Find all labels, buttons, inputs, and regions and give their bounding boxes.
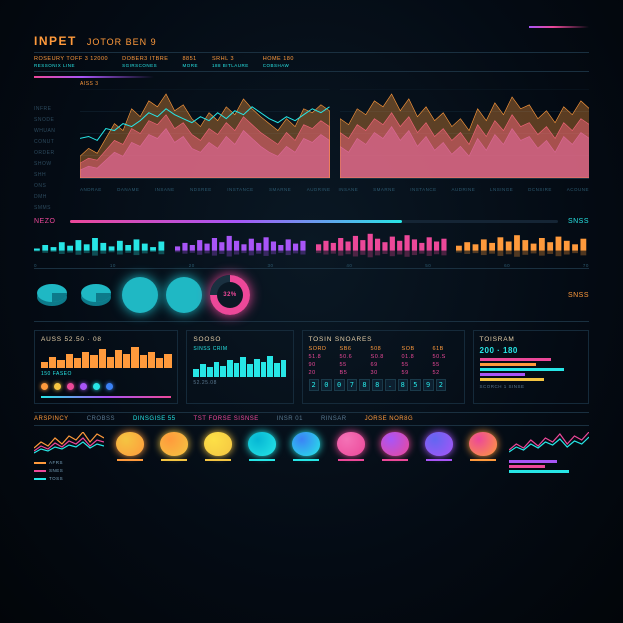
sidebar-label: WHUAN bbox=[34, 127, 72, 135]
pie-3d[interactable] bbox=[78, 281, 114, 309]
logo: INPET bbox=[34, 34, 77, 48]
panel-a-title: AUSS 52.50 · 08 bbox=[41, 336, 171, 343]
panel-b-title: SOOSO bbox=[193, 336, 286, 343]
panel-b-sub: SINSS CRIM bbox=[193, 346, 286, 352]
panel-d-bars bbox=[480, 358, 582, 381]
wave-progress-bar[interactable] bbox=[70, 220, 558, 223]
panel-c-title: TOSIN SNOARES bbox=[309, 336, 458, 343]
status-dot[interactable] bbox=[41, 383, 48, 390]
header-metric: DOBER3 ITBRESGIRSCONES bbox=[122, 56, 168, 68]
sidebar-label: INFRE bbox=[34, 105, 72, 113]
circles-row: 32% SNSS bbox=[34, 268, 589, 322]
panel-d-value: 200 · 180 bbox=[480, 346, 582, 355]
panel-d-footer: SCORCH 1 SINSE bbox=[480, 384, 582, 389]
blob-row bbox=[112, 432, 501, 461]
section3-tab[interactable]: JORSE NOR8G bbox=[365, 416, 414, 422]
waveform-row bbox=[34, 231, 589, 259]
circles-end-label: SNSS bbox=[568, 292, 589, 299]
section3-tab[interactable]: INSR 01 bbox=[277, 416, 303, 422]
panel-toisram: TOISRAM 200 · 180 SCORCH 1 SINSE bbox=[473, 330, 589, 404]
chart-left-x-axis: ANDRAEDANAMEINSANENDSREEINSTANCESMARNEAU… bbox=[80, 187, 331, 192]
blob-item[interactable] bbox=[244, 432, 280, 461]
wave-progress-row: NEZO SNSS bbox=[34, 218, 589, 225]
main-chart-left[interactable] bbox=[80, 89, 330, 179]
sidebar-label: SHH bbox=[34, 171, 72, 179]
panel-c-grid: SORDSB6508SOB61B51.850.6S0.801.850.S9055… bbox=[309, 346, 458, 376]
panel-c-counter: 200788.8592 bbox=[309, 379, 458, 391]
top-accent-bar bbox=[529, 26, 589, 28]
sidebar-label: SNODE bbox=[34, 116, 72, 124]
sidebar-label: ORDER bbox=[34, 149, 72, 157]
section-3-header: ARSPINCY CROBSS DINSGISE 55 TST FORSE SISNS… bbox=[34, 412, 589, 426]
status-dot[interactable] bbox=[80, 383, 87, 390]
blob-item[interactable] bbox=[288, 432, 324, 461]
sparkline-right bbox=[509, 432, 589, 473]
sidebar-y-labels: INFRE SNODE WHUAN CONUT ORDER SHOW SHH ONS DMH SM… bbox=[34, 105, 72, 212]
panel-sooso: SOOSO SINSS CRIM 52.25.08 bbox=[186, 330, 293, 404]
pie-flat[interactable] bbox=[166, 277, 202, 313]
sidebar-label: ONS bbox=[34, 182, 72, 190]
header-metric: SRHL 3188 BITLAURE bbox=[212, 56, 249, 68]
sidebar-label: CONUT bbox=[34, 138, 72, 146]
chart-right-x-axis: INSANESMARNEINSTANCEAUDRINELNSINGEDCNSIR… bbox=[339, 187, 590, 192]
section3-tab[interactable]: DINSGISE 55 bbox=[133, 416, 176, 422]
panel-a-dots bbox=[41, 380, 171, 393]
waveform-segment bbox=[175, 231, 308, 259]
waveform-segment bbox=[316, 231, 449, 259]
waveform-segment bbox=[456, 231, 589, 259]
section3-tab[interactable]: TST FORSE SISNSE bbox=[194, 416, 259, 422]
pie-3d[interactable] bbox=[34, 281, 70, 309]
status-dot[interactable] bbox=[106, 383, 113, 390]
sidebar-label: SHOW bbox=[34, 160, 72, 168]
blob-item[interactable] bbox=[112, 432, 148, 461]
sparkline-left-legend: AFRSSNESTOSS bbox=[34, 460, 104, 481]
sidebar-label: SMMS bbox=[34, 204, 72, 212]
sidebar-label: DMH bbox=[34, 193, 72, 201]
panel-d-title: TOISRAM bbox=[480, 336, 582, 343]
pie-flat[interactable] bbox=[122, 277, 158, 313]
panel-a-accent bbox=[41, 396, 171, 398]
wave-pct-label: SNSS bbox=[568, 218, 589, 225]
wave-label: NEZO bbox=[34, 218, 60, 225]
sparkline-right-bars bbox=[509, 460, 589, 473]
blob-item[interactable] bbox=[377, 432, 413, 461]
section-2: AUSS 52.50 · 08 150 FASEO SOOSO SINSS CR… bbox=[34, 330, 589, 404]
status-dot[interactable] bbox=[93, 383, 100, 390]
header-metric: ROSEURY TOFF 3 12000RESSONIX LINE bbox=[34, 56, 108, 68]
panel-tosin: TOSIN SNOARES SORDSB6508SOB61B51.850.6S0… bbox=[302, 330, 465, 404]
blob-item[interactable] bbox=[421, 432, 457, 461]
panel-b-bars bbox=[193, 355, 286, 377]
blob-item[interactable] bbox=[465, 432, 501, 461]
blob-item[interactable] bbox=[156, 432, 192, 461]
donut-chart[interactable]: 32% bbox=[210, 275, 250, 315]
section3-tab[interactable]: RINSAR bbox=[321, 416, 347, 422]
section-3: ARSPINCY CROBSS DINSGISE 55 TST FORSE SISNS… bbox=[34, 412, 589, 481]
header-metric: 8851MORE bbox=[182, 56, 198, 68]
panel-a-sub: 150 FASEO bbox=[41, 371, 171, 377]
panel-auss: AUSS 52.50 · 08 150 FASEO bbox=[34, 330, 178, 404]
main-chart-right[interactable] bbox=[340, 89, 590, 179]
header-metric: HOME 180COBSHAW bbox=[263, 56, 294, 68]
section3-tab[interactable]: ARSPINCY bbox=[34, 416, 69, 422]
status-dot[interactable] bbox=[67, 383, 74, 390]
header-metric-bar: ROSEURY TOFF 3 12000RESSONIX LINE DOBER3 … bbox=[34, 52, 589, 72]
header-subtitle: JOTOR BEN 9 bbox=[87, 37, 157, 47]
chart-strip-label: AISS 3 bbox=[80, 81, 589, 87]
waveform-segment bbox=[34, 231, 167, 259]
panel-b-meta: 52.25.08 bbox=[193, 380, 286, 386]
accent-strip-1 bbox=[34, 76, 154, 78]
blob-item[interactable] bbox=[333, 432, 369, 461]
header: INPET JOTOR BEN 9 bbox=[34, 34, 589, 48]
section3-tab[interactable]: CROBSS bbox=[87, 416, 115, 422]
sparkline-left: AFRSSNESTOSS bbox=[34, 432, 104, 481]
panel-a-bars bbox=[41, 346, 171, 368]
status-dot[interactable] bbox=[54, 383, 61, 390]
blob-item[interactable] bbox=[200, 432, 236, 461]
